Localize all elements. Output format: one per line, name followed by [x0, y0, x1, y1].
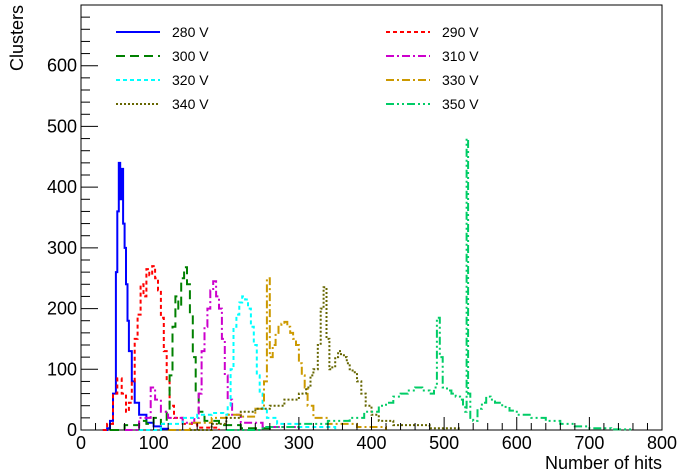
- legend-label-6: 330 V: [442, 72, 479, 88]
- series-line-1: [102, 161, 170, 431]
- x-axis-ticks: 0 100 200 300 400 500 600 700 800: [76, 417, 677, 453]
- plot-frame: [80, 4, 663, 431]
- series-line-3: [110, 266, 271, 431]
- x-tick-label: 500: [429, 433, 459, 453]
- legend-label-5: 320 V: [172, 72, 209, 88]
- series-line-8: [226, 137, 634, 431]
- series-line-5: [139, 295, 337, 431]
- x-tick-label: 600: [502, 433, 532, 453]
- series-line-6: [168, 277, 387, 431]
- y-axis-title: Clusters: [7, 5, 27, 71]
- x-tick-label: 700: [574, 433, 604, 453]
- y-tick-label: 200: [47, 299, 77, 319]
- x-tick-label: 200: [211, 433, 241, 453]
- series-layer: [102, 137, 634, 431]
- x-axis-title: Number of hits: [545, 453, 662, 473]
- series-line-7: [189, 286, 460, 431]
- legend-label-2: 290 V: [442, 24, 479, 40]
- y-tick-label: 0: [67, 420, 77, 440]
- x-tick-label: 800: [647, 433, 677, 453]
- legend-label-4: 310 V: [442, 48, 479, 64]
- y-tick-label: 100: [47, 359, 77, 379]
- legend-label-3: 300 V: [172, 48, 209, 64]
- legend-label-1: 280 V: [172, 24, 209, 40]
- legend-label-7: 340 V: [172, 96, 209, 112]
- x-tick-label: 300: [284, 433, 314, 453]
- series-line-2: [102, 265, 220, 431]
- y-axis-ticks: 0 100 200 300 400 500 600: [47, 4, 98, 440]
- x-tick-label: 400: [356, 433, 386, 453]
- legend-label-8: 350 V: [442, 96, 479, 112]
- y-tick-label: 300: [47, 238, 77, 258]
- y-tick-label: 500: [47, 116, 77, 136]
- x-tick-label: 0: [76, 433, 86, 453]
- x-tick-label: 100: [139, 433, 169, 453]
- series-line-4: [124, 280, 300, 431]
- y-tick-label: 600: [47, 56, 77, 76]
- legend: 280 V 290 V 300 V 310 V 320 V 330 V 340 V 350 V: [116, 24, 479, 112]
- y-tick-label: 400: [47, 177, 77, 197]
